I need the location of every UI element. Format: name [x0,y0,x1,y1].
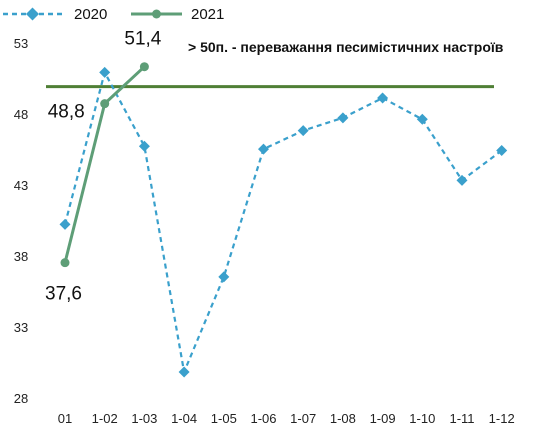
x-tick-label: 1-07 [290,411,316,426]
x-tick-label: 1-10 [409,411,435,426]
data-point-2020[interactable] [99,66,111,78]
data-point-2020[interactable] [337,112,349,124]
legend-item-2021[interactable]: 2021 [131,6,224,23]
x-tick-label: 1-05 [211,411,237,426]
y-tick-label: 48 [14,107,28,122]
data-label-2021: 48,8 [48,102,85,123]
y-axis-ticks: 28 33 38 43 48 53 [14,36,28,406]
x-tick-label: 1-02 [92,411,118,426]
y-tick-label: 28 [14,391,28,406]
data-point-2020[interactable] [496,145,508,156]
x-tick-label: 01 [58,411,72,426]
y-tick-label: 38 [14,249,28,264]
threshold-annotation: > 50п. - переважання песимістичних настр… [188,39,504,55]
data-point-2020[interactable] [297,125,309,137]
series-line-2020 [63,71,503,374]
x-tick-label: 1-09 [370,411,396,426]
x-tick-label: 1-08 [330,411,356,426]
x-tick-label: 1-04 [171,411,197,426]
x-tick-label: 1-03 [131,411,157,426]
data-point-2020[interactable] [59,218,71,230]
legend-marker-2021 [152,9,161,19]
data-point-2021[interactable] [60,258,70,268]
data-point-2021[interactable] [139,62,149,72]
series-line-2021 [63,65,146,264]
legend-marker-2020 [26,7,39,21]
legend-label-2020: 2020 [74,6,107,23]
data-point-2020[interactable] [258,143,269,155]
legend: 2020 2021 [3,6,224,23]
data-label-2021: 37,6 [45,284,82,305]
data-point-2021[interactable] [100,99,110,109]
data-labels-layer: 37,6 48,8 51,4 [45,29,162,305]
y-tick-label: 53 [14,36,28,51]
x-axis-ticks: 01 1-02 1-03 1-04 1-05 1-06 1-07 1-08 1-09 1-10 1-… [58,411,515,426]
y-tick-label: 33 [14,320,28,335]
series-layer [59,62,508,378]
data-point-2020[interactable] [416,113,428,125]
legend-item-2020[interactable]: 2020 [3,6,107,23]
data-point-2020[interactable] [377,92,389,104]
data-point-2020[interactable] [456,174,468,186]
x-tick-label: 1-11 [449,411,474,426]
data-point-2020[interactable] [218,271,230,283]
data-point-2020[interactable] [138,140,150,152]
data-label-2021: 51,4 [124,29,161,50]
x-tick-label: 1-06 [250,411,276,426]
data-point-2020[interactable] [178,366,190,378]
x-tick-label: 1-12 [489,411,515,426]
legend-label-2021: 2021 [191,6,224,23]
y-tick-label: 43 [14,178,28,193]
